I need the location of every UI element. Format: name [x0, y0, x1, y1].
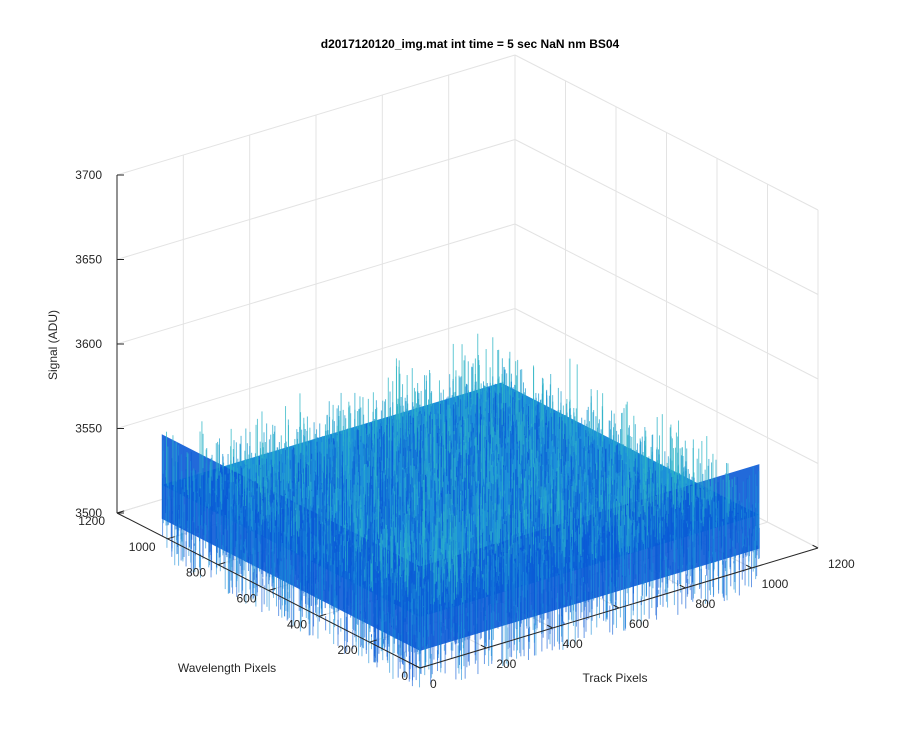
surface-layer [162, 334, 760, 688]
